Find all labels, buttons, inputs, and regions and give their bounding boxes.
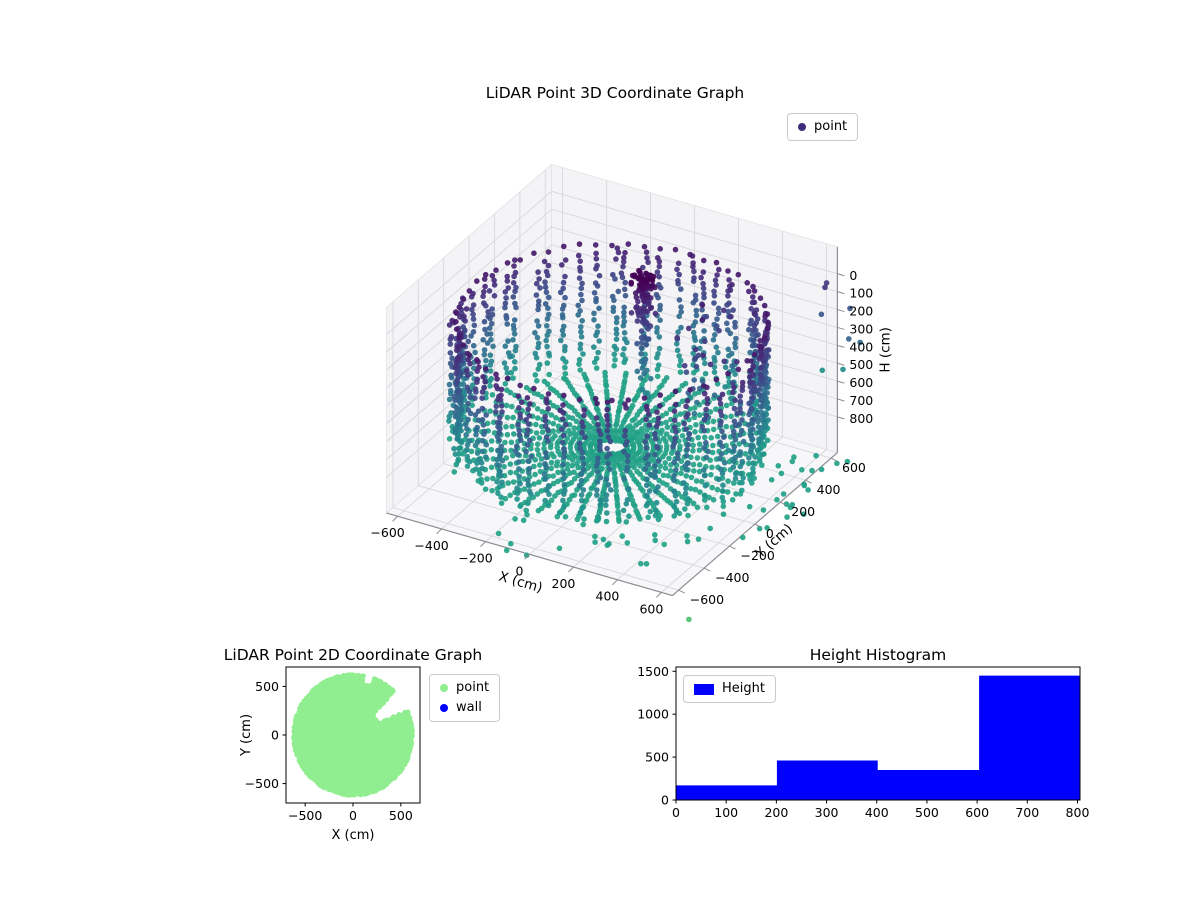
- histogram-bars: [676, 675, 1080, 800]
- tick-label: 600: [639, 601, 663, 616]
- grid-line: [386, 208, 838, 353]
- point-marker-icon: [440, 684, 448, 692]
- tick-label: 400: [849, 339, 873, 354]
- histogram-legend: Height: [683, 675, 776, 703]
- tick-label: 0: [271, 728, 279, 743]
- tick-label: 0: [766, 526, 774, 541]
- tick-label: 700: [849, 393, 873, 408]
- tick-label: −400: [715, 570, 749, 585]
- tick-label: 200: [791, 504, 815, 519]
- tick-label: 100: [849, 286, 873, 301]
- grid-line: [392, 301, 679, 591]
- tick-label: −500: [245, 776, 279, 791]
- grid-line: [386, 226, 838, 371]
- grid-line: [386, 190, 838, 335]
- point-marker-icon: [798, 123, 806, 131]
- tick-label: 100: [714, 805, 738, 820]
- grid-line: [386, 298, 838, 442]
- tick-label: −200: [458, 551, 492, 566]
- tick-label: 300: [815, 805, 839, 820]
- grid-line: [386, 280, 838, 424]
- grid-line: [397, 167, 564, 517]
- tick-label: 0: [349, 808, 357, 823]
- chart-2d-title: LiDAR Point 2D Coordinate Graph: [223, 646, 483, 664]
- grid-line: [443, 257, 730, 547]
- wall-marker-icon: [440, 704, 448, 712]
- tick-label: −600: [370, 525, 404, 540]
- lidar-2d-plot: −500 0 500 −500 0 500: [245, 666, 421, 823]
- tick-label: −400: [414, 538, 448, 553]
- grid-line: [386, 315, 838, 460]
- tick-label: 600: [965, 805, 989, 820]
- tick-label: H (cm): [877, 327, 893, 373]
- grid-line: [661, 243, 827, 593]
- point-disc: [291, 672, 415, 798]
- tick-label: 200: [764, 805, 788, 820]
- tick-label: −600: [690, 592, 724, 607]
- tick-label: −200: [741, 548, 775, 563]
- tick-label: 500: [389, 808, 413, 823]
- height-histogram-plot: 0 100 200 300 400 500 600 700 800 0 500 1000 1500: [637, 664, 1089, 820]
- legend-label: point: [456, 680, 490, 695]
- legend-label: wall: [456, 700, 482, 715]
- legend-label: Height: [722, 681, 765, 696]
- tick-label: 600: [849, 375, 873, 390]
- legend-label: point: [814, 119, 848, 134]
- tick-label: 1000: [637, 707, 669, 722]
- point-cloud: [446, 241, 863, 623]
- tick-label: 0: [661, 793, 669, 808]
- tick-label: 500: [915, 805, 939, 820]
- tick-label: 300: [849, 321, 873, 336]
- axis-ticks-3d: −600−400−2000200400600−600−400−200020040…: [370, 268, 893, 617]
- tick-label: 0: [849, 268, 857, 283]
- tick-label: 0: [516, 563, 524, 578]
- axes-spines: [675, 666, 1081, 801]
- tick-label: −500: [288, 808, 322, 823]
- grid-line: [386, 262, 838, 407]
- height-patch-icon: [694, 683, 714, 695]
- tick-label: 1500: [637, 664, 669, 679]
- legend-item-point: point: [798, 119, 847, 135]
- tick-label: 800: [849, 411, 873, 426]
- chart-3d-title: LiDAR Point 3D Coordinate Graph: [485, 84, 745, 102]
- legend-item-wall: wall: [440, 700, 489, 716]
- chart-3d-legend: point: [787, 113, 859, 141]
- tick-label: 800: [1066, 805, 1090, 820]
- tick-label: 600: [842, 460, 866, 475]
- tick-label: 400: [817, 482, 841, 497]
- tick-label: 400: [865, 805, 889, 820]
- legend-item-height: Height: [694, 681, 765, 697]
- chart-2d-legend: point wall: [429, 674, 501, 722]
- legend-item-point: point: [440, 680, 489, 696]
- histogram-title: Height Histogram: [809, 646, 947, 664]
- grid-line: [417, 279, 705, 569]
- tick-label: 0: [672, 805, 680, 820]
- tick-label: 500: [255, 679, 279, 694]
- grid-line: [617, 231, 783, 581]
- tick-label: 400: [596, 589, 620, 604]
- tick-label: 500: [849, 357, 873, 372]
- tick-label: 500: [645, 750, 669, 765]
- tick-label: 200: [849, 304, 873, 319]
- tick-label: 700: [1015, 805, 1039, 820]
- lidar-3d-plot: −600−400−2000200400600−600−400−200020040…: [370, 163, 893, 623]
- grid-line: [386, 244, 838, 389]
- chart-2d-ylabel: Y (cm): [239, 713, 254, 757]
- tick-label: 200: [552, 576, 576, 591]
- chart-2d-xlabel: X (cm): [331, 828, 375, 843]
